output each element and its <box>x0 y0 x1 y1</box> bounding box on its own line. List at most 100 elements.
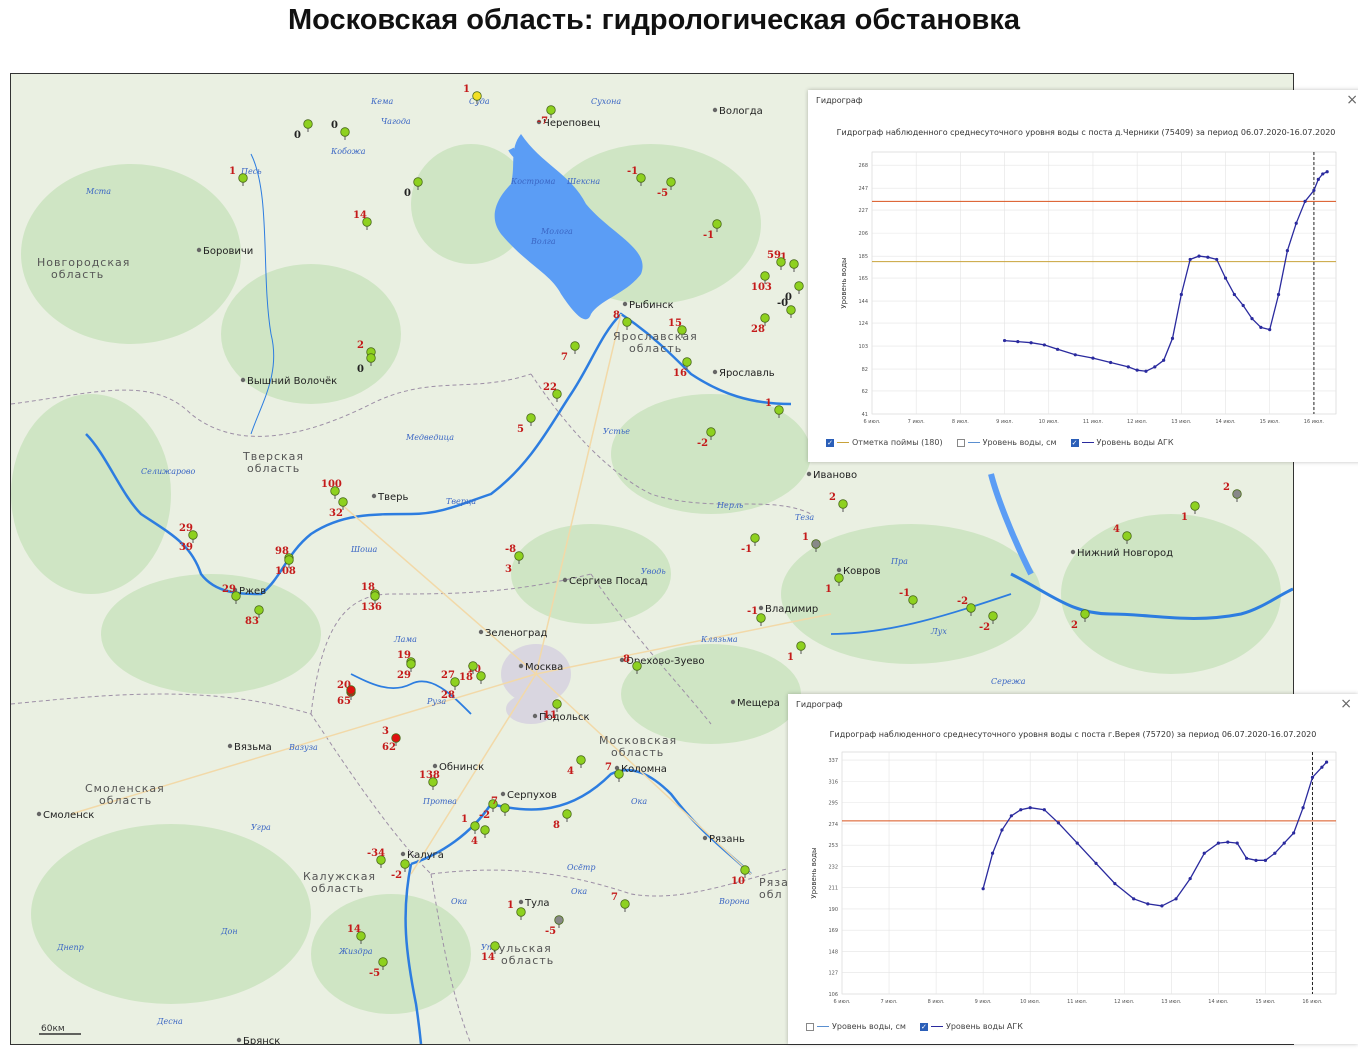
data-point[interactable] <box>1002 338 1007 343</box>
checkbox-icon[interactable]: ✓ <box>919 1022 928 1031</box>
data-point[interactable] <box>981 887 985 891</box>
gauge-station-icon[interactable] <box>406 659 416 669</box>
data-point[interactable] <box>1263 858 1268 862</box>
data-point[interactable] <box>1160 904 1164 908</box>
gauge-station-icon[interactable] <box>413 177 423 187</box>
legend-floodplain[interactable]: ✓ Отметка поймы (180) <box>826 438 943 447</box>
gauge-station-icon[interactable] <box>378 957 388 967</box>
data-point[interactable] <box>1144 369 1148 373</box>
gauge-station-icon[interactable] <box>988 611 998 621</box>
gauge-station-icon[interactable] <box>552 389 562 399</box>
gauge-station-icon[interactable] <box>636 173 646 183</box>
data-point[interactable] <box>1188 257 1192 262</box>
gauge-station-icon[interactable] <box>488 799 498 809</box>
gauge-station-icon[interactable] <box>500 803 510 813</box>
legend-water-level[interactable]: Уровень воды, см <box>956 438 1057 447</box>
data-point[interactable] <box>1325 170 1329 174</box>
gauge-station-icon[interactable] <box>620 899 630 909</box>
gauge-station-icon[interactable] <box>796 641 806 651</box>
data-point[interactable] <box>1016 340 1020 344</box>
data-point[interactable] <box>1094 861 1098 865</box>
gauge-station-icon[interactable] <box>231 591 241 601</box>
gauge-station-icon[interactable] <box>330 486 340 496</box>
data-point[interactable] <box>1197 254 1201 258</box>
gauge-station-icon[interactable] <box>576 755 586 765</box>
gauge-station-icon[interactable] <box>750 533 760 543</box>
gauge-station-icon[interactable] <box>1122 531 1132 541</box>
gauge-station-icon[interactable] <box>476 671 486 681</box>
gauge-station-icon[interactable] <box>776 257 786 267</box>
gauge-station-icon[interactable] <box>514 551 524 561</box>
gauge-station-icon[interactable] <box>472 91 482 101</box>
gauge-station-icon[interactable] <box>370 591 380 601</box>
gauge-station-icon[interactable] <box>554 915 564 925</box>
gauge-station-icon[interactable] <box>838 499 848 509</box>
gauge-station-icon[interactable] <box>794 281 804 291</box>
gauge-station-icon[interactable] <box>391 733 401 743</box>
data-point[interactable] <box>1042 808 1046 812</box>
gauge-station-icon[interactable] <box>666 177 676 187</box>
data-point[interactable] <box>1285 249 1289 253</box>
data-point[interactable] <box>1294 221 1298 225</box>
data-point[interactable] <box>1174 897 1178 901</box>
gauge-station-icon[interactable] <box>400 859 410 869</box>
gauge-station-icon[interactable] <box>254 605 264 615</box>
data-point[interactable] <box>1324 760 1329 764</box>
data-point[interactable] <box>1153 365 1157 369</box>
gauge-station-icon[interactable] <box>811 539 821 549</box>
data-point[interactable] <box>1216 841 1220 845</box>
data-point[interactable] <box>1146 902 1150 906</box>
gauge-station-icon[interactable] <box>284 555 294 565</box>
gauge-station-icon[interactable] <box>340 127 350 137</box>
gauge-station-icon[interactable] <box>756 613 766 623</box>
gauge-station-icon[interactable] <box>706 427 716 437</box>
checkbox-icon[interactable] <box>956 438 965 447</box>
data-point[interactable] <box>1316 177 1320 182</box>
data-point[interactable] <box>1132 897 1136 901</box>
data-point[interactable] <box>1019 808 1023 812</box>
gauge-station-icon[interactable] <box>966 603 976 613</box>
gauge-station-icon[interactable] <box>760 271 770 281</box>
data-point[interactable] <box>1170 336 1175 340</box>
checkbox-icon[interactable]: ✓ <box>1070 438 1079 447</box>
gauge-station-icon[interactable] <box>376 855 386 865</box>
checkbox-icon[interactable] <box>806 1022 814 1031</box>
data-point[interactable] <box>1056 347 1060 351</box>
data-point[interactable] <box>1276 292 1281 297</box>
data-point[interactable] <box>1232 292 1236 297</box>
gauge-station-icon[interactable] <box>632 661 642 671</box>
gauge-station-icon[interactable] <box>450 677 460 687</box>
gauge-station-icon[interactable] <box>356 931 366 941</box>
gauge-station-icon[interactable] <box>570 341 580 351</box>
gauge-station-icon[interactable] <box>362 217 372 227</box>
gauge-station-icon[interactable] <box>774 405 784 415</box>
gauge-station-icon[interactable] <box>428 777 438 787</box>
gauge-station-icon[interactable] <box>490 941 500 951</box>
gauge-station-icon[interactable] <box>760 313 770 323</box>
gauge-station-icon[interactable] <box>740 865 750 875</box>
gauge-station-icon[interactable] <box>552 699 562 709</box>
data-point[interactable] <box>1000 828 1004 832</box>
data-point[interactable] <box>1250 317 1254 321</box>
data-point[interactable] <box>1135 368 1139 372</box>
gauge-station-icon[interactable] <box>468 661 478 671</box>
data-point[interactable] <box>1091 356 1095 360</box>
gauge-station-icon[interactable] <box>682 357 692 367</box>
gauge-station-icon[interactable] <box>303 119 313 129</box>
close-icon[interactable]: × <box>1340 696 1352 712</box>
data-point[interactable] <box>1292 831 1296 835</box>
gauge-station-icon[interactable] <box>1232 489 1242 499</box>
data-point[interactable] <box>1109 360 1113 365</box>
gauge-station-icon[interactable] <box>1080 609 1090 619</box>
data-point[interactable] <box>1226 840 1230 844</box>
data-point[interactable] <box>1202 851 1206 855</box>
data-point[interactable] <box>1245 856 1249 860</box>
gauge-station-icon[interactable] <box>834 573 844 583</box>
data-point[interactable] <box>1179 292 1183 297</box>
gauge-station-icon[interactable] <box>908 595 918 605</box>
data-point[interactable] <box>1029 341 1033 345</box>
gauge-station-icon[interactable] <box>338 497 348 507</box>
gauge-station-icon[interactable] <box>622 317 632 327</box>
data-point[interactable] <box>1056 821 1061 825</box>
gauge-station-icon[interactable] <box>614 769 624 779</box>
